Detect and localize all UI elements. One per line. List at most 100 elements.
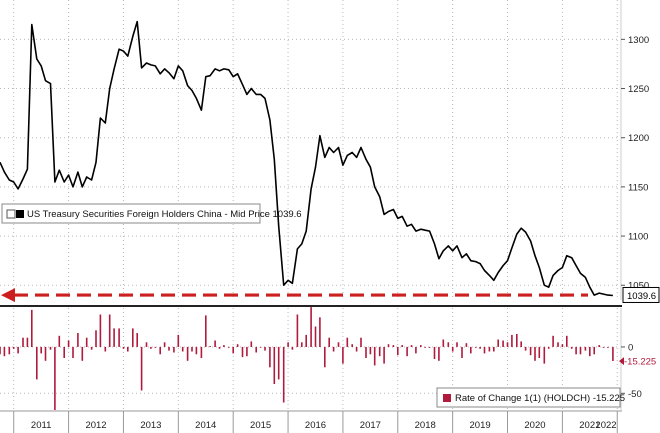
bar bbox=[557, 342, 559, 347]
x-tick-label: 2019 bbox=[470, 420, 491, 431]
bar bbox=[177, 334, 180, 347]
bar bbox=[387, 344, 390, 347]
bar bbox=[269, 346, 271, 368]
bar bbox=[479, 346, 481, 349]
top-tick-label: 1050 bbox=[628, 281, 649, 292]
bar bbox=[579, 346, 582, 355]
bottom-legend-box bbox=[436, 387, 621, 408]
x-tick-label: 2011 bbox=[31, 420, 51, 431]
top-panel-gridlines bbox=[0, 0, 620, 300]
line-series-path bbox=[0, 20, 613, 297]
top-tick-label: 1100 bbox=[628, 232, 648, 243]
bar bbox=[163, 342, 166, 347]
bar bbox=[369, 346, 372, 355]
bar bbox=[241, 346, 244, 358]
top-legend-value: 1039.6 bbox=[273, 209, 302, 220]
x-tick-label: 2020 bbox=[524, 420, 545, 431]
top-panel-legend: US Treasury Securities Foreign Holders C… bbox=[1, 203, 302, 224]
arrowhead-left-icon bbox=[1, 288, 15, 303]
reference-arrow bbox=[1, 288, 588, 303]
bar bbox=[612, 346, 614, 361]
bar bbox=[520, 341, 522, 347]
bar bbox=[337, 342, 340, 347]
x-tick-label: 2014 bbox=[195, 420, 216, 431]
top-panel-y-axis: 1050 1100 1150 1200 1250 1300 bbox=[620, 0, 649, 300]
bar bbox=[575, 346, 577, 355]
top-last-value-label: 1039.6 bbox=[627, 291, 656, 302]
x-tick-label: 2016 bbox=[305, 420, 326, 431]
x-tick-label: 2021 bbox=[579, 420, 600, 431]
bar bbox=[236, 344, 239, 347]
bar bbox=[470, 346, 472, 354]
x-axis: 2011 2012 2013 2014 2015 2016 2017 2018 2019 2020… bbox=[0, 410, 622, 433]
bar bbox=[77, 333, 79, 347]
bar bbox=[566, 335, 568, 347]
bar bbox=[145, 342, 148, 347]
bottom-tick-label: 0 bbox=[628, 342, 633, 353]
bar bbox=[424, 346, 426, 348]
x-tick-label: 2018 bbox=[415, 420, 436, 431]
bar bbox=[561, 344, 564, 347]
bar bbox=[228, 346, 230, 348]
bar bbox=[3, 346, 6, 357]
bar bbox=[259, 346, 262, 348]
bar bbox=[328, 337, 330, 347]
bar bbox=[552, 335, 554, 347]
bar bbox=[218, 346, 221, 349]
bar bbox=[593, 346, 595, 355]
bar bbox=[209, 346, 211, 347]
bar bbox=[90, 346, 93, 350]
bar bbox=[332, 346, 335, 352]
bar bbox=[85, 337, 88, 347]
bar bbox=[438, 346, 440, 361]
bar bbox=[428, 346, 431, 348]
bar bbox=[81, 346, 84, 361]
bar bbox=[12, 346, 15, 349]
bar bbox=[483, 346, 486, 354]
bar bbox=[26, 337, 29, 347]
bar bbox=[31, 309, 33, 347]
bar bbox=[547, 346, 550, 349]
bar bbox=[173, 346, 175, 353]
top-legend-box bbox=[1, 203, 261, 224]
bar bbox=[314, 326, 317, 347]
x-tick-label: 2015 bbox=[250, 420, 271, 431]
line-series-group bbox=[0, 20, 613, 297]
bar bbox=[607, 346, 609, 348]
bar bbox=[200, 346, 203, 358]
bar bbox=[342, 346, 344, 364]
bar bbox=[589, 346, 591, 357]
bar bbox=[538, 346, 541, 358]
bar bbox=[383, 346, 385, 364]
bar bbox=[324, 346, 326, 368]
x-tick-label: 2012 bbox=[85, 420, 106, 431]
x-tick-label: 2013 bbox=[140, 420, 161, 431]
bar bbox=[401, 345, 403, 347]
bar bbox=[410, 345, 413, 347]
bar bbox=[442, 339, 445, 347]
bar bbox=[136, 333, 138, 347]
bar bbox=[598, 345, 600, 347]
legend-toggle-icon bbox=[6, 209, 16, 219]
bar bbox=[529, 346, 532, 356]
bar bbox=[451, 346, 454, 352]
bar bbox=[447, 342, 450, 347]
bar bbox=[378, 346, 381, 357]
bar bbox=[168, 346, 170, 351]
bar bbox=[205, 315, 207, 347]
bar bbox=[181, 346, 184, 352]
bar bbox=[301, 342, 303, 347]
bar bbox=[351, 344, 353, 347]
bar bbox=[58, 335, 61, 347]
bar bbox=[319, 317, 321, 347]
bar bbox=[584, 346, 587, 351]
bar bbox=[191, 346, 193, 352]
bar bbox=[246, 346, 248, 357]
bar bbox=[99, 314, 102, 347]
bottom-tick-label: -50 bbox=[628, 389, 642, 400]
legend-swatch-red-icon bbox=[443, 394, 451, 402]
top-tick-label: 1200 bbox=[628, 133, 649, 144]
legend-swatch-black-icon bbox=[16, 210, 24, 218]
bar bbox=[360, 337, 362, 347]
